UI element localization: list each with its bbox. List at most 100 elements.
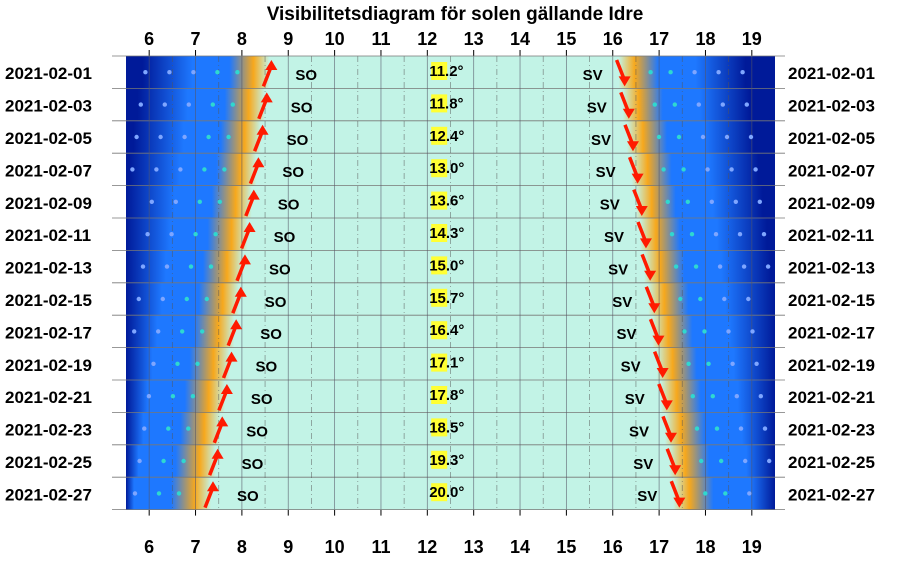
altitude-highlight xyxy=(431,62,448,80)
twilight-dot xyxy=(765,264,771,269)
sunrise-arrowhead xyxy=(234,286,247,297)
set-direction-label: SV xyxy=(604,229,624,246)
twilight-dot xyxy=(698,296,703,302)
date-label-right: 2021-02-07 xyxy=(788,161,875,180)
twilight-dot xyxy=(130,167,135,172)
twilight-dot xyxy=(186,426,191,431)
twilight-dot xyxy=(230,102,235,107)
sunrise-arrowhead xyxy=(265,60,278,70)
date-label-left: 2021-02-17 xyxy=(5,323,92,342)
twilight-dot xyxy=(182,134,187,140)
twilight-dot xyxy=(758,394,763,399)
date-label-left: 2021-02-21 xyxy=(5,388,92,407)
twilight-dot xyxy=(181,458,186,464)
twilight-dot xyxy=(175,361,180,366)
twilight-dot xyxy=(689,232,695,237)
twilight-dot xyxy=(714,426,720,431)
max-altitude-label: 15.0° xyxy=(429,257,464,274)
twilight-dot xyxy=(720,102,725,107)
twilight-dot xyxy=(740,70,745,75)
x-tick-label-bottom: 17 xyxy=(649,537,669,557)
date-label-right: 2021-02-13 xyxy=(788,259,875,278)
max-altitude-label: 11.2° xyxy=(429,63,463,80)
twilight-dot xyxy=(656,134,662,140)
date-label-right: 2021-02-19 xyxy=(788,356,875,375)
twilight-dot xyxy=(724,134,730,140)
twilight-dot xyxy=(734,394,739,399)
date-label-left: 2021-02-13 xyxy=(5,259,92,278)
twilight-dot xyxy=(652,102,657,107)
twilight-dot xyxy=(767,458,772,464)
x-tick-label-top: 13 xyxy=(464,29,484,49)
x-tick-label-bottom: 7 xyxy=(191,537,201,557)
altitude-highlight xyxy=(431,256,448,275)
rise-direction-label: SO xyxy=(291,99,313,116)
altitude-highlight xyxy=(431,94,448,113)
set-direction-label: SV xyxy=(621,359,641,376)
rise-direction-label: SO xyxy=(278,197,300,214)
max-altitude-label: 12.4° xyxy=(429,128,464,145)
twilight-dot xyxy=(235,70,240,75)
twilight-dot xyxy=(149,199,154,204)
twilight-dot xyxy=(722,296,727,302)
twilight-dot xyxy=(706,361,711,366)
x-tick-label-top: 7 xyxy=(191,29,201,49)
twilight-dot xyxy=(741,264,747,269)
row-marks: SO SV 11.2° SO SV 11.8° SO SV 12.4° SO SV 13.0° SO SV… xyxy=(130,59,772,509)
twilight-dot xyxy=(705,167,710,172)
x-tick-label-top: 19 xyxy=(742,29,762,49)
altitude-highlight xyxy=(431,483,448,502)
max-altitude-label: 16.4° xyxy=(429,322,464,339)
twilight-dot xyxy=(748,134,754,140)
twilight-dot xyxy=(215,70,220,75)
rise-direction-label: SO xyxy=(242,456,264,473)
twilight-dot xyxy=(693,264,699,269)
twilight-dot xyxy=(730,361,735,366)
twilight-dot xyxy=(702,329,707,334)
twilight-dot xyxy=(699,458,704,464)
twilight-dot xyxy=(140,264,146,269)
twilight-dot xyxy=(744,102,749,107)
max-altitude-label: 18.5° xyxy=(429,419,464,436)
twilight-dot xyxy=(162,102,167,107)
sunset-arrowhead xyxy=(656,368,669,378)
x-tick-label-bottom: 13 xyxy=(464,537,484,557)
max-altitude-label: 15.7° xyxy=(429,290,464,307)
twilight-dot xyxy=(668,70,673,75)
twilight-dot xyxy=(762,426,768,431)
altitude-highlight xyxy=(431,191,448,210)
twilight-dot xyxy=(142,426,147,431)
date-label-right: 2021-02-23 xyxy=(788,421,875,440)
sunrise-arrowhead xyxy=(206,481,219,492)
twilight-dot xyxy=(700,134,706,140)
twilight-dot xyxy=(170,394,176,399)
max-altitude-label: 14.3° xyxy=(429,225,464,242)
day-row-band xyxy=(126,347,775,380)
twilight-dot xyxy=(738,426,744,431)
twilight-dot xyxy=(160,296,165,302)
rise-direction-label: SO xyxy=(251,391,273,408)
max-altitude-label: 20.0° xyxy=(429,484,464,501)
chart-title: Visibilitetsdiagram för solen gällande I… xyxy=(267,4,644,25)
twilight-dot xyxy=(208,264,214,269)
sunset-arrowhead xyxy=(626,141,639,152)
twilight-dot xyxy=(661,167,666,172)
twilight-dot xyxy=(222,167,227,172)
twilight-dot xyxy=(195,361,200,366)
twilight-dot xyxy=(197,199,202,204)
twilight-dot xyxy=(132,329,137,334)
rise-direction-label: SO xyxy=(282,164,304,181)
max-altitude-label: 13.0° xyxy=(429,160,464,177)
twilight-dot xyxy=(710,394,715,399)
set-direction-label: SV xyxy=(617,326,637,343)
twilight-dot xyxy=(193,232,198,237)
date-label-left: 2021-02-23 xyxy=(5,421,92,440)
sunset-arrowhead xyxy=(669,465,682,476)
twilight-dot xyxy=(750,329,755,334)
twilight-dot xyxy=(204,296,209,302)
twilight-dot xyxy=(200,329,205,334)
twilight-dot xyxy=(226,134,231,140)
set-direction-label: SV xyxy=(625,391,645,408)
twilight-dot xyxy=(754,361,759,366)
set-direction-label: SV xyxy=(591,132,611,149)
